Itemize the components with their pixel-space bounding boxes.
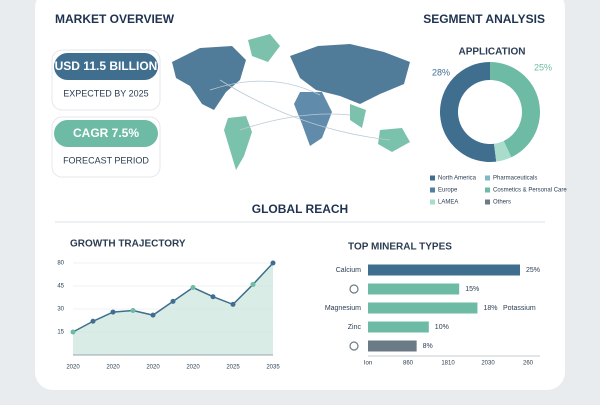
x-tick-label: 2020 [186,365,200,371]
value-label: 15% [465,286,479,293]
card-caption: FORECAST PERIOD [63,155,149,165]
bar [368,283,460,295]
card-pill [54,53,158,80]
category-label: Magnesium [325,305,361,312]
bar [368,340,417,352]
annotation: Potassium [503,305,536,312]
legend-swatch [430,175,435,181]
x-tick-label: 2035 [266,365,280,371]
value-label: 18% [483,305,497,312]
value-label: 25% [526,267,540,274]
value-label: 10% [435,324,449,331]
left-title: MARKET OVERVIEW [55,12,175,26]
x-tick-label: 2020 [66,365,80,371]
legend-swatch [430,187,435,193]
x-axis-label: Ion [364,361,372,367]
x-axis-label: 2030 [481,361,495,367]
donut-label: 28% [432,67,450,77]
bar [368,264,520,276]
point [70,329,76,335]
legend-label: Pharmaceuticals [493,176,537,182]
world-map [172,34,410,170]
donut-slice [439,62,497,162]
category-icon [349,284,359,294]
chart-title: TOP MINERAL TYPES [348,242,452,253]
bar [368,321,429,333]
donut-slice [490,62,540,158]
point [170,298,176,304]
chart-title: APPLICATION [458,47,525,58]
category-label: Zinc [348,324,362,331]
bar [368,302,478,314]
card-value: USD 11.5 BILLION [55,59,158,73]
area [73,263,273,355]
legend-swatch [485,199,490,205]
legend-label: Others [493,200,511,206]
y-tick-label: 45 [57,284,64,290]
card-pill [54,120,158,147]
y-tick-label: 80 [57,261,64,267]
point [130,308,136,314]
point [110,309,116,315]
point [250,281,256,287]
y-tick-label: 30 [57,307,64,313]
arcs [209,79,391,141]
legend-label: North America [438,176,477,182]
x-axis-label: 860 [403,361,414,367]
category-icon [349,341,359,351]
x-axis-label: 260 [523,361,534,367]
x-tick-label: 2025 [226,365,240,371]
card-value: CAGR 7.5% [73,126,139,140]
donut-slice [494,140,512,162]
value-label: 8% [423,343,433,350]
legend-label: Europe [438,188,458,194]
point [210,294,216,300]
category-label: Calcium [336,267,361,274]
legend-label: Cosmetics & Personal Care [493,188,567,194]
point [150,312,156,318]
legend-swatch [430,199,435,205]
point [190,285,196,291]
point [270,260,276,266]
point [230,301,236,307]
x-axis-label: 1810 [441,361,455,367]
legend-swatch [485,187,490,193]
chart-title: GROWTH TRAJECTORY [70,239,186,250]
y-tick-label: 15 [57,330,64,336]
card-caption: EXPECTED BY 2025 [63,88,148,98]
x-tick-label: 2020 [146,365,160,371]
legend-label: LAMEA [438,200,458,206]
right-title: SEGMENT ANALYSIS [423,12,545,26]
point [90,318,96,324]
legend-swatch [485,175,490,181]
map-title: GLOBAL REACH [252,202,348,216]
x-tick-label: 2020 [106,365,120,371]
donut-label: 25% [534,62,552,72]
